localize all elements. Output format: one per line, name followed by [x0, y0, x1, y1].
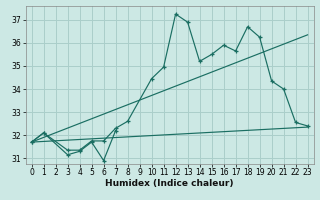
X-axis label: Humidex (Indice chaleur): Humidex (Indice chaleur) [105, 179, 234, 188]
